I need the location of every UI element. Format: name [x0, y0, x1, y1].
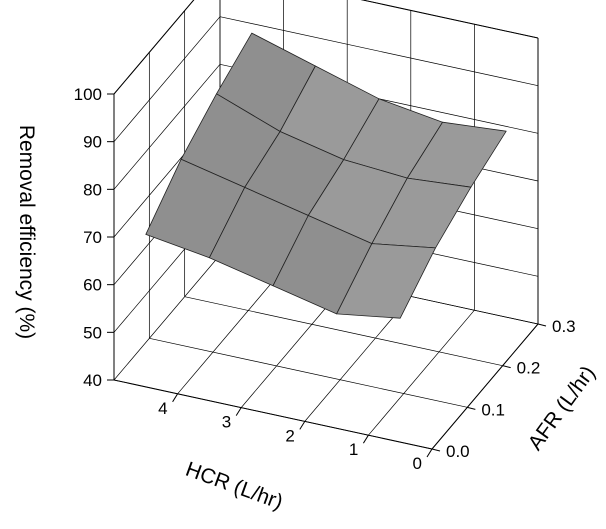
x-tick-label: 0 [413, 454, 422, 473]
x-axis-line [113, 379, 433, 450]
x-axis-label: HCR (L/hr) [183, 458, 286, 514]
y-tick-label: 0.2 [517, 359, 541, 378]
x-tick [235, 407, 242, 416]
z-tick-label: 80 [83, 180, 102, 199]
x-tick [426, 448, 433, 458]
grid-line [149, 337, 468, 408]
grid-line [113, 16, 221, 142]
top-edge [113, 0, 195, 95]
y-axis-line [431, 323, 539, 450]
y-tick [502, 365, 511, 369]
x-tick-label: 1 [349, 440, 358, 459]
z-axis-label: Removal efficiency (%) [15, 125, 38, 339]
grid-line [184, 296, 503, 367]
x-tick-label: 2 [285, 426, 294, 445]
x-tick [299, 421, 306, 430]
z-tick-label: 40 [83, 371, 102, 390]
z-tick-label: 90 [83, 133, 102, 152]
grid-line [113, 64, 221, 190]
grid-line [113, 0, 195, 95]
y-tick-label: 0.1 [481, 400, 505, 419]
y-tick-label: 0.0 [446, 442, 470, 461]
grid-line [113, 254, 221, 381]
x-tick [172, 393, 179, 403]
y-tick-label: 0.3 [552, 317, 576, 336]
z-tick-label: 70 [83, 228, 102, 247]
grid-line [368, 309, 475, 436]
x-tick-label: 4 [158, 399, 167, 418]
grid-line [219, 16, 539, 87]
z-tick-label: 60 [83, 276, 102, 295]
tick-labels: 40 50 60 70 80 90 100 0 1 2 3 4 0.0 0.1 0.2 0.3 [74, 85, 576, 473]
grid-line [361, 0, 539, 39]
y-tick [467, 406, 476, 410]
x-tick-label: 3 [222, 413, 231, 432]
response-surface [145, 32, 507, 319]
z-tick-label: 50 [83, 323, 102, 342]
y-tick [537, 323, 547, 327]
top-edge [360, 0, 539, 39]
x-tick [362, 434, 369, 444]
z-tick-label: 100 [74, 85, 102, 104]
grid-line [177, 268, 284, 395]
y-tick [431, 448, 441, 452]
surface-patch [336, 243, 436, 319]
